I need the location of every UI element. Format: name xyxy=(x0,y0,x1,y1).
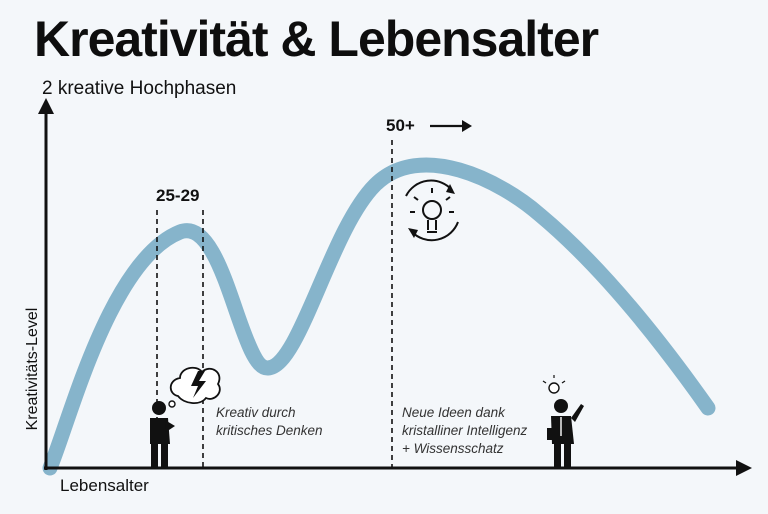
arrow-right-icon xyxy=(430,120,472,132)
page-subtitle: 2 kreative Hochphasen xyxy=(42,78,237,99)
crystal-note-line-2: kristalliner Intelligenz xyxy=(402,423,528,438)
thinking-person-icon xyxy=(150,401,175,469)
creativity-curve xyxy=(42,157,716,476)
businessman-idea-icon xyxy=(542,375,584,469)
page-title: Kreativität & Lebensalter xyxy=(34,11,599,67)
x-axis-label: Lebensalter xyxy=(60,476,149,495)
crystal-note-line-3: + Wissensschatz xyxy=(402,441,504,456)
crystallized-intelligence-note: Neue Ideen dank kristalliner Intelligenz… xyxy=(402,404,527,458)
lightbulb-cycle-icon xyxy=(405,179,459,242)
x-axis xyxy=(44,460,752,476)
critical-thinking-note: Kreativ durch kritisches Denken xyxy=(216,404,323,440)
early-peak-label: 25-29 xyxy=(156,186,200,205)
y-axis-label: Kreativitäts-Level xyxy=(24,307,41,431)
late-peak-label: 50+ xyxy=(386,116,415,135)
lightning-thought-bubble-icon xyxy=(168,366,221,408)
critical-note-line-1: Kreativ durch xyxy=(216,405,296,420)
critical-note-line-2: kritisches Denken xyxy=(216,423,323,438)
y-axis xyxy=(38,98,54,470)
crystal-note-line-1: Neue Ideen dank xyxy=(402,405,505,420)
